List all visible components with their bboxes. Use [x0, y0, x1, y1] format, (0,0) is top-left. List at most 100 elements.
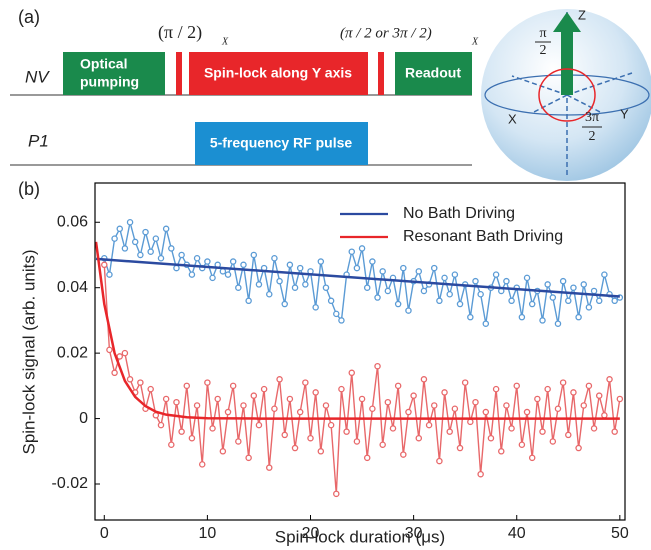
- data-point: [358, 395, 366, 403]
- data-point: [188, 434, 196, 442]
- data-point: [554, 320, 562, 327]
- data-point: [369, 258, 376, 265]
- data-point: [611, 297, 618, 305]
- data-point: [116, 353, 123, 360]
- data-point: [106, 346, 113, 354]
- data-point: [250, 251, 258, 259]
- x-tick-label: 20: [302, 525, 320, 542]
- data-point: [178, 428, 185, 435]
- fit-line: [95, 257, 620, 298]
- plot-frame: [94, 182, 626, 521]
- data-point: [544, 281, 551, 288]
- axis-label: X: [508, 111, 517, 126]
- data-point: [539, 317, 546, 324]
- data-point: [178, 251, 185, 259]
- data-point: [379, 441, 386, 448]
- block: [395, 52, 472, 95]
- data-point: [142, 228, 149, 236]
- data-point: [271, 405, 278, 413]
- data-point: [183, 382, 191, 390]
- data-point: [266, 464, 273, 471]
- data-point: [219, 268, 227, 275]
- angle: 2: [589, 129, 596, 144]
- data-point: [363, 284, 371, 291]
- data-point: [291, 444, 299, 452]
- data-point: [317, 258, 325, 265]
- data-point: [157, 255, 165, 262]
- data-point: [240, 261, 247, 269]
- data-point: [456, 300, 464, 308]
- data-point: [302, 281, 309, 288]
- fit-line: [94, 241, 620, 420]
- data-point: [235, 284, 242, 291]
- data-point: [188, 271, 196, 278]
- x-tick-label: 50: [611, 525, 629, 542]
- data-point: [498, 448, 505, 455]
- data-point: [322, 402, 330, 409]
- data-point: [343, 428, 350, 435]
- data-point: [580, 402, 588, 409]
- x-tick-label: 40: [508, 525, 526, 542]
- data-point: [394, 300, 402, 308]
- data-point: [126, 376, 134, 383]
- data-point: [312, 389, 319, 396]
- y-axis-label: Spin-lock signal (arb. units): [19, 249, 38, 454]
- data-point: [554, 405, 562, 413]
- data-point: [384, 287, 392, 295]
- data-point: [286, 395, 294, 403]
- data-point: [559, 379, 567, 386]
- data-point: [193, 402, 201, 409]
- data-point: [570, 284, 577, 291]
- data-point: [415, 268, 423, 275]
- pulse-subscript: X: [221, 36, 229, 47]
- data-point: [126, 219, 134, 226]
- data-point: [162, 395, 170, 403]
- data-point: [430, 402, 438, 409]
- data-point: [353, 264, 361, 272]
- data-point: [549, 294, 557, 301]
- data-point: [281, 431, 288, 439]
- data-point: [477, 290, 484, 298]
- data-point: [250, 392, 258, 399]
- data-point: [266, 290, 273, 298]
- data-point: [327, 421, 335, 429]
- data-point: [296, 408, 304, 416]
- data-point: [137, 379, 144, 386]
- data-point: [338, 317, 345, 324]
- data-point: [302, 379, 309, 386]
- data-line: [103, 264, 621, 494]
- data-point: [173, 264, 180, 272]
- data-point: [595, 392, 603, 399]
- data-point: [611, 428, 618, 435]
- row-label: NV: [25, 67, 50, 86]
- data-point: [590, 287, 598, 295]
- data-point: [214, 395, 221, 403]
- data-point: [152, 235, 160, 242]
- data-point: [255, 421, 263, 429]
- data-point: [204, 258, 211, 265]
- data-point: [446, 290, 453, 298]
- row-label: P1: [28, 131, 49, 150]
- legend-label: No Bath Driving: [403, 205, 515, 222]
- data-point: [523, 274, 531, 282]
- data-point: [312, 304, 319, 311]
- x-tick-label: 10: [198, 525, 216, 542]
- data-point: [595, 297, 603, 305]
- data-point: [219, 448, 227, 455]
- data-point: [451, 271, 459, 278]
- data-point: [565, 297, 572, 305]
- block-label: Readout: [405, 65, 461, 81]
- data-point: [420, 376, 428, 383]
- data-point: [487, 434, 495, 442]
- data-point: [338, 385, 345, 393]
- y-tick-label: 0: [79, 410, 88, 427]
- data-point: [147, 385, 154, 393]
- block-label: pumping: [80, 74, 139, 90]
- data-point: [420, 287, 428, 295]
- data-point: [585, 304, 593, 311]
- data-point: [616, 395, 624, 403]
- data-point: [229, 382, 237, 390]
- y-tick-label: 0.04: [57, 279, 88, 296]
- data-point: [436, 457, 443, 465]
- data-point: [570, 389, 577, 396]
